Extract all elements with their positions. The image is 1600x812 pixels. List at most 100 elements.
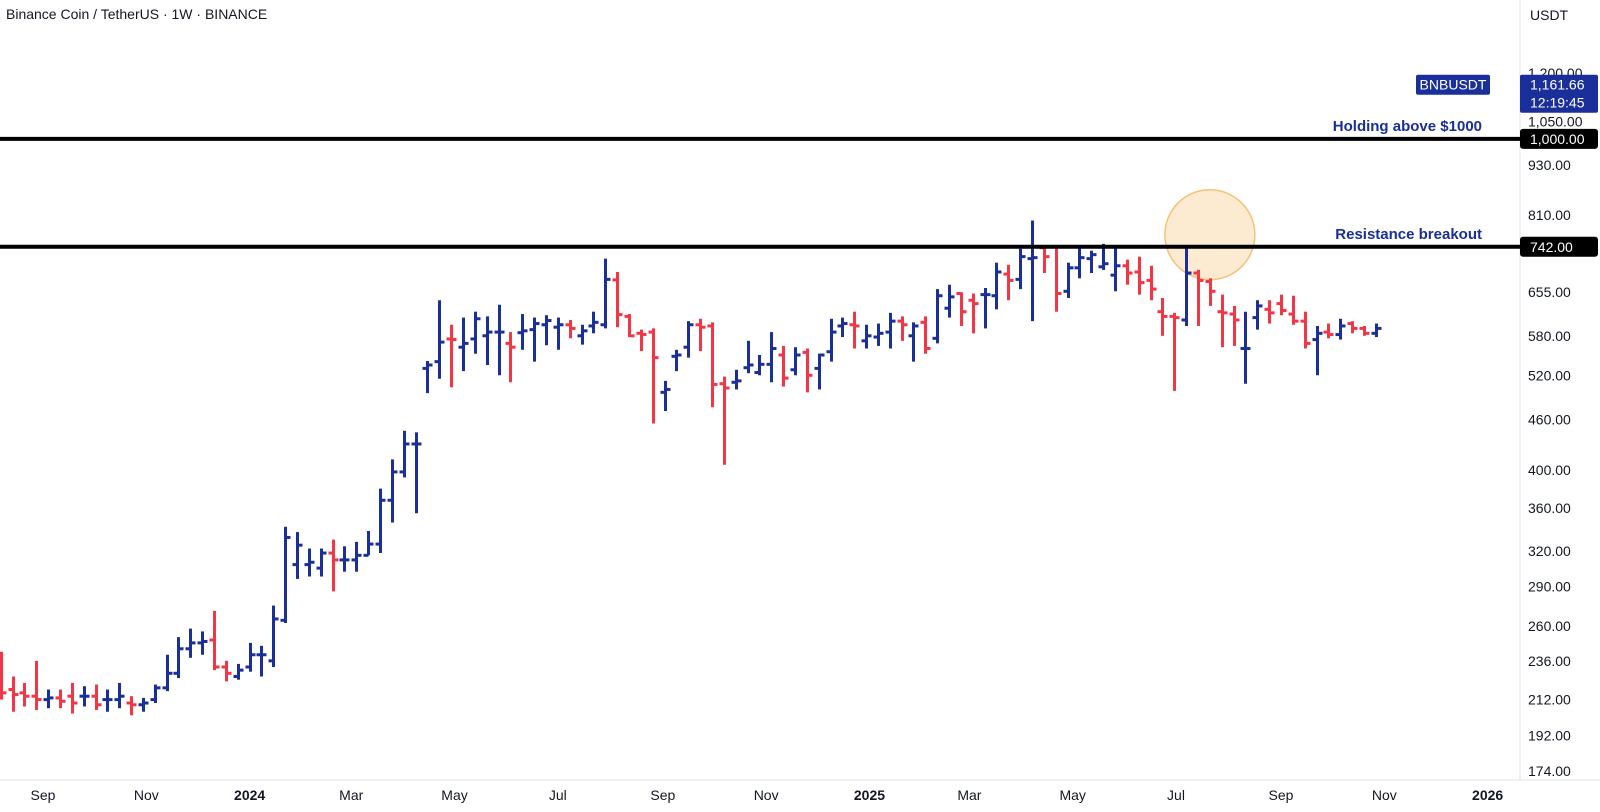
ohlc-bar[interactable] <box>683 321 694 358</box>
ohlc-bar[interactable] <box>280 526 291 624</box>
ohlc-bar[interactable] <box>43 689 54 709</box>
ohlc-bar[interactable] <box>19 682 30 707</box>
interval-label[interactable]: 1W <box>171 6 193 22</box>
ohlc-bar[interactable] <box>790 347 801 376</box>
ohlc-bar[interactable] <box>1347 321 1358 334</box>
ohlc-bar[interactable] <box>873 323 884 346</box>
ohlc-bar[interactable] <box>470 311 481 354</box>
ohlc-bar[interactable] <box>754 355 765 376</box>
ohlc-bar[interactable] <box>1217 294 1228 348</box>
ohlc-bar[interactable] <box>1110 246 1121 292</box>
ohlc-bar[interactable] <box>849 311 860 349</box>
ohlc-bar[interactable] <box>67 682 78 714</box>
ohlc-bar[interactable] <box>1276 294 1287 316</box>
ohlc-bar[interactable] <box>1371 323 1382 338</box>
ohlc-bar[interactable] <box>1264 300 1275 324</box>
ohlc-bar[interactable] <box>1122 259 1133 285</box>
ohlc-bar[interactable] <box>1134 256 1145 295</box>
ohlc-bar[interactable] <box>932 289 943 344</box>
ohlc-bar[interactable] <box>1063 262 1074 298</box>
ohlc-bar[interactable] <box>956 292 967 326</box>
ohlc-bar[interactable] <box>1252 300 1263 330</box>
ohlc-bar[interactable] <box>1229 305 1240 346</box>
ohlc-bar[interactable] <box>494 304 505 376</box>
ohlc-bar[interactable] <box>339 546 350 572</box>
ohlc-bar[interactable] <box>304 548 315 577</box>
ohlc-bar[interactable] <box>328 539 339 592</box>
ohlc-bar[interactable] <box>221 660 232 682</box>
ohlc-bar[interactable] <box>233 663 244 680</box>
ohlc-bar[interactable] <box>944 284 955 318</box>
ohlc-bar[interactable] <box>482 316 493 365</box>
ohlc-bar[interactable] <box>351 541 362 572</box>
ohlc-bar[interactable] <box>660 380 671 412</box>
ohlc-bar[interactable] <box>268 605 279 668</box>
ohlc-bar[interactable] <box>150 684 161 704</box>
ohlc-bar[interactable] <box>102 689 113 712</box>
ohlc-bar[interactable] <box>1181 245 1192 326</box>
ohlc-bar[interactable] <box>897 316 908 341</box>
ohlc-bar[interactable] <box>1157 297 1168 336</box>
ohlc-bar[interactable] <box>565 319 576 339</box>
symbol-name[interactable]: Binance Coin / TetherUS <box>6 6 160 22</box>
ohlc-bar[interactable] <box>1015 248 1026 290</box>
ohlc-bar[interactable] <box>387 459 398 523</box>
ohlc-bar[interactable] <box>55 689 66 709</box>
ohlc-bar[interactable] <box>1312 325 1323 376</box>
ohlc-bar[interactable] <box>1074 245 1085 279</box>
ohlc-bar[interactable] <box>980 288 991 329</box>
ohlc-bar[interactable] <box>245 642 256 672</box>
ohlc-bar[interactable] <box>648 328 659 424</box>
ohlc-bar[interactable] <box>920 316 931 354</box>
ohlc-bar[interactable] <box>1146 265 1157 301</box>
ohlc-bar[interactable] <box>138 697 149 712</box>
ohlc-bar[interactable] <box>541 315 552 346</box>
ohlc-bar[interactable] <box>671 349 682 372</box>
ohlc-bar[interactable] <box>612 271 623 328</box>
ohlc-bar[interactable] <box>79 686 90 707</box>
ohlc-bar[interactable] <box>1051 245 1062 312</box>
ohlc-bar[interactable] <box>1323 323 1334 339</box>
ohlc-bar[interactable] <box>695 318 706 352</box>
ohlc-bar[interactable] <box>624 314 635 338</box>
ohlc-bar[interactable] <box>588 311 599 334</box>
ohlc-bar[interactable] <box>577 324 588 345</box>
ohlc-bar[interactable] <box>0 651 7 700</box>
ohlc-bar[interactable] <box>292 532 303 579</box>
ohlc-bar[interactable] <box>1335 318 1346 340</box>
ohlc-bar[interactable] <box>600 258 611 329</box>
ohlc-bar[interactable] <box>1039 246 1050 274</box>
ohlc-bar[interactable] <box>707 322 718 408</box>
ohlc-bar[interactable] <box>1086 250 1097 274</box>
ohlc-bar[interactable] <box>731 369 742 390</box>
ohlc-bar[interactable] <box>31 660 42 710</box>
ohlc-bar[interactable] <box>1027 220 1038 322</box>
ohlc-bar[interactable] <box>908 322 919 362</box>
price-scale-currency[interactable]: USDT <box>1530 7 1569 23</box>
ohlc-bar[interactable] <box>1240 311 1251 384</box>
ohlc-bar[interactable] <box>1003 264 1014 301</box>
ohlc-bar[interactable] <box>114 682 125 709</box>
ohlc-bar[interactable] <box>636 329 647 352</box>
ohlc-bar[interactable] <box>446 324 457 388</box>
ohlc-bar[interactable] <box>802 348 813 393</box>
ohlc-bar[interactable] <box>209 610 220 671</box>
ohlc-bar[interactable] <box>719 376 730 465</box>
ohlc-bar[interactable] <box>814 353 825 390</box>
ohlc-bar[interactable] <box>778 345 789 387</box>
ohlc-bar[interactable] <box>173 637 184 679</box>
ohlc-bar[interactable] <box>197 631 208 655</box>
ohlc-bar[interactable] <box>1300 311 1311 349</box>
ohlc-bar[interactable] <box>991 262 1002 310</box>
ohlc-bar[interactable] <box>422 360 433 394</box>
ohlc-bar[interactable] <box>743 340 754 374</box>
ohlc-bar[interactable] <box>162 654 173 692</box>
ohlc-bar[interactable] <box>1205 278 1216 306</box>
ohlc-bar[interactable] <box>375 488 386 554</box>
ohlc-bar[interactable] <box>885 312 896 349</box>
ohlc-bar[interactable] <box>434 300 445 379</box>
ohlc-bar[interactable] <box>766 332 777 383</box>
ohlc-bar[interactable] <box>411 432 422 514</box>
ohlc-bar[interactable] <box>529 317 540 362</box>
ohlc-bar[interactable] <box>1288 295 1299 325</box>
